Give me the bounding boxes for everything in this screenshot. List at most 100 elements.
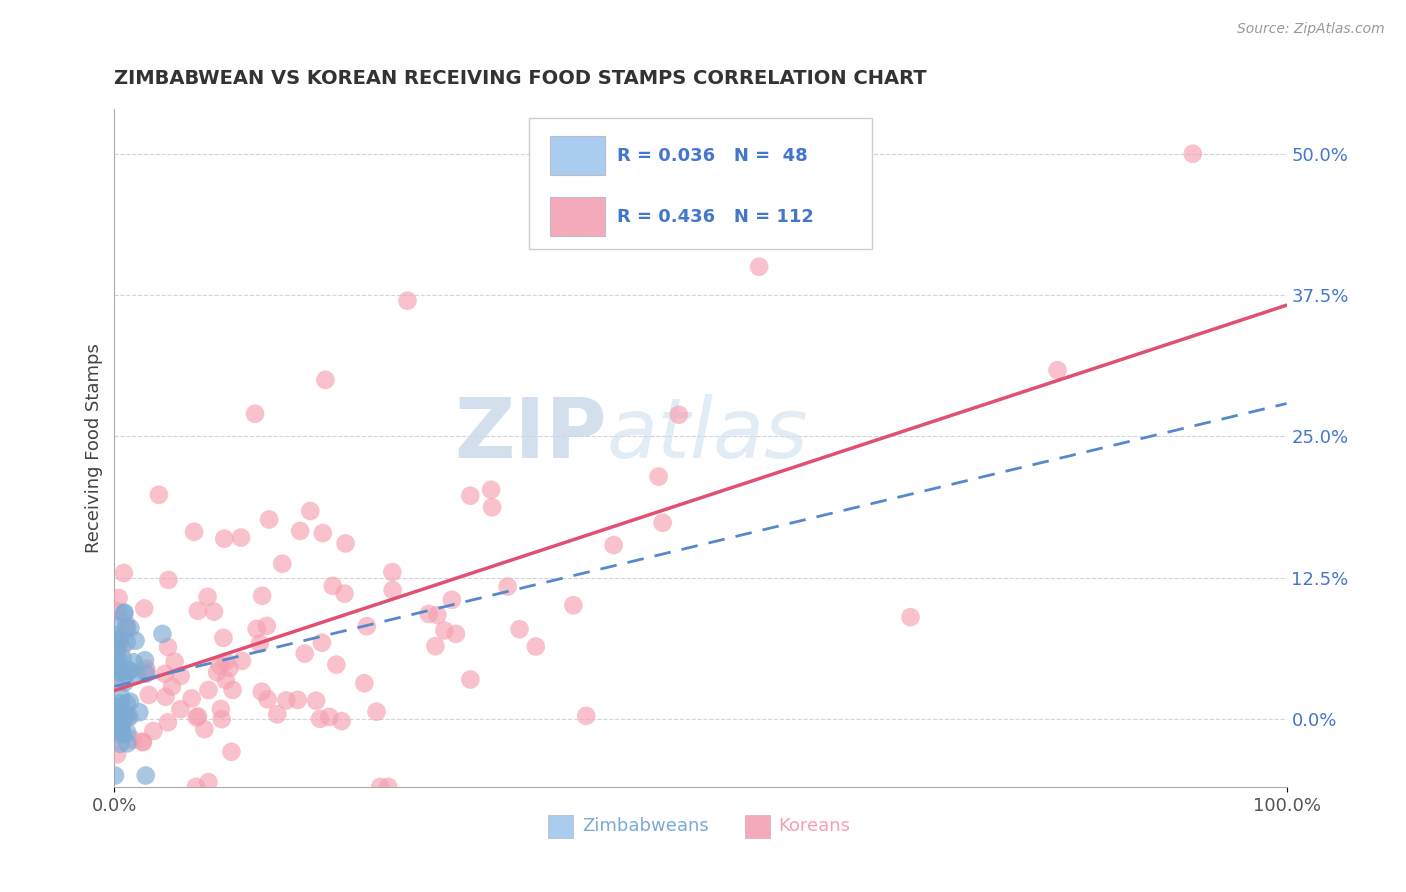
Point <box>104 768 127 782</box>
Point <box>112 675 135 690</box>
Point <box>105 747 128 762</box>
Point <box>107 641 129 656</box>
Point <box>152 627 174 641</box>
Point <box>229 531 252 545</box>
Point <box>112 607 135 621</box>
Point <box>257 512 280 526</box>
Point <box>215 655 238 669</box>
Point <box>115 621 138 635</box>
Point <box>112 606 135 620</box>
Point <box>266 707 288 722</box>
Point <box>110 665 132 679</box>
Point <box>205 665 228 680</box>
Point <box>481 500 503 515</box>
Point <box>110 737 132 751</box>
Point <box>249 636 271 650</box>
Point <box>256 619 278 633</box>
Point <box>668 408 690 422</box>
Point <box>111 651 134 665</box>
Point <box>209 702 232 716</box>
Point <box>211 712 233 726</box>
Point <box>112 710 135 724</box>
Point <box>111 714 134 729</box>
Point <box>104 649 127 664</box>
Point <box>562 599 585 613</box>
Point <box>115 635 138 649</box>
Point <box>524 640 547 654</box>
Point <box>602 538 624 552</box>
Point <box>243 407 266 421</box>
Text: ZIP: ZIP <box>454 393 607 475</box>
Point <box>155 690 177 704</box>
Point <box>458 489 481 503</box>
Point <box>377 780 399 794</box>
Point <box>105 604 128 618</box>
Point <box>366 705 388 719</box>
Point <box>479 483 502 497</box>
Point <box>107 591 129 605</box>
Point <box>184 780 207 794</box>
Point <box>105 724 128 739</box>
Point <box>231 654 253 668</box>
Point <box>250 589 273 603</box>
Point <box>105 657 128 671</box>
Point <box>142 724 165 739</box>
Point <box>153 666 176 681</box>
Point <box>356 619 378 633</box>
Point <box>197 590 219 604</box>
Point <box>647 469 669 483</box>
Point <box>353 676 375 690</box>
Point <box>104 628 127 642</box>
Point <box>311 635 333 649</box>
Point <box>215 673 238 687</box>
Point <box>118 710 141 724</box>
Point <box>135 665 157 679</box>
Point <box>299 504 322 518</box>
Point <box>107 728 129 742</box>
Point <box>112 566 135 580</box>
Point <box>160 680 183 694</box>
Point <box>118 695 141 709</box>
Point <box>134 601 156 615</box>
Point <box>218 661 240 675</box>
Point <box>221 745 243 759</box>
Point <box>105 661 128 675</box>
Text: Zimbabweans: Zimbabweans <box>582 817 709 835</box>
Point <box>132 734 155 748</box>
Point <box>118 664 141 678</box>
Point <box>197 775 219 789</box>
Point <box>105 699 128 714</box>
Point <box>104 673 127 688</box>
Point <box>440 592 463 607</box>
Point <box>900 610 922 624</box>
Point <box>108 634 131 648</box>
Point <box>246 622 269 636</box>
Point <box>187 709 209 723</box>
Point <box>748 260 770 274</box>
Text: R = 0.036   N =  48: R = 0.036 N = 48 <box>617 146 808 165</box>
Point <box>117 711 139 725</box>
Point <box>318 710 340 724</box>
Point <box>111 727 134 741</box>
Point <box>212 631 235 645</box>
Point <box>330 714 353 728</box>
Point <box>271 557 294 571</box>
Point <box>105 636 128 650</box>
Point <box>509 622 531 636</box>
Point <box>115 708 138 723</box>
Point <box>180 691 202 706</box>
Point <box>651 516 673 530</box>
Point <box>115 697 138 711</box>
Text: Koreans: Koreans <box>779 817 851 835</box>
Point <box>117 725 139 739</box>
Point <box>122 655 145 669</box>
Point <box>163 655 186 669</box>
Point <box>138 688 160 702</box>
Text: Source: ZipAtlas.com: Source: ZipAtlas.com <box>1237 22 1385 37</box>
Point <box>276 693 298 707</box>
Point <box>325 657 347 672</box>
Point <box>183 524 205 539</box>
Text: R = 0.436   N = 112: R = 0.436 N = 112 <box>617 208 814 226</box>
Point <box>135 768 157 782</box>
Point <box>107 638 129 652</box>
